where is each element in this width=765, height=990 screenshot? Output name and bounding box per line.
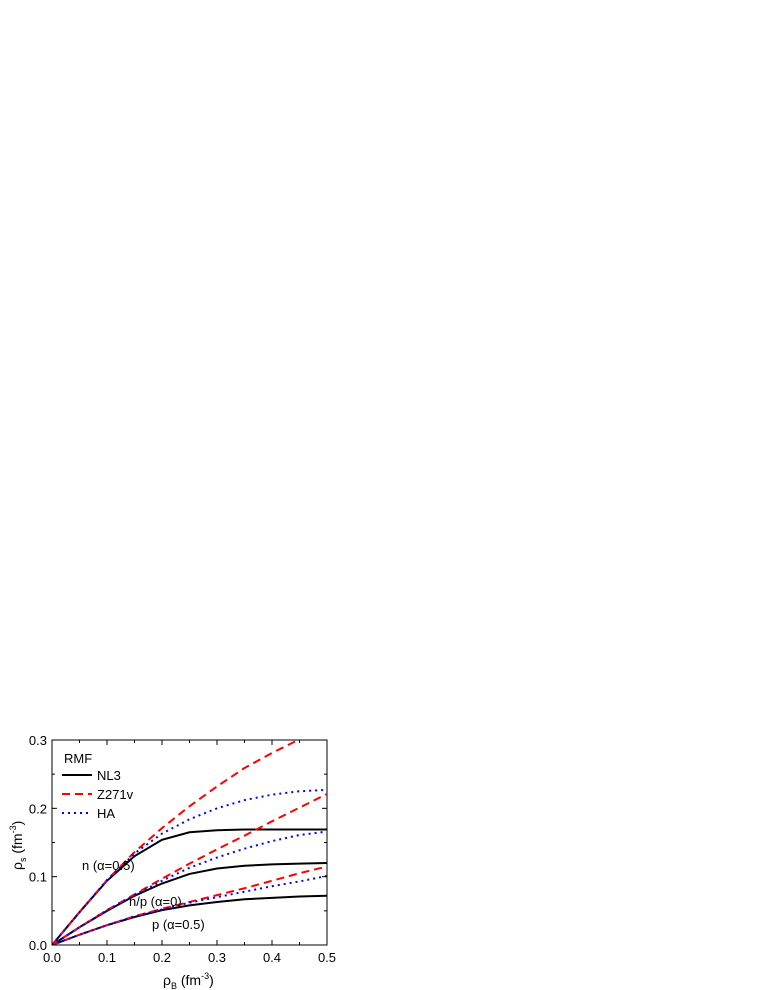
x-axis-exp: -3 [201, 971, 209, 981]
x-axis-close: ) [209, 972, 214, 988]
y-tick-label: 0.0 [29, 938, 47, 953]
x-tick-label: 0.2 [153, 950, 171, 965]
series-line-ha-n-0-5 [52, 788, 327, 945]
x-tick-label: 0.3 [208, 950, 226, 965]
x-tick-label: 0.1 [98, 950, 116, 965]
y-axis-exp: -3 [8, 825, 18, 833]
ticks-layer: 0.0 0.1 0.2 0.3 0.4 0.5 0.0 0.1 0.2 0.3 [29, 733, 336, 965]
series-line-ha-n-p-0 [52, 830, 327, 945]
x-axis-units: (fm [177, 972, 201, 988]
x-axis-title: ρB (fm-3) [163, 971, 214, 990]
y-tick-label: 0.1 [29, 870, 47, 885]
y-tick-label: 0.2 [29, 801, 47, 816]
series-line-ha-p-0-5 [52, 874, 327, 945]
plot-frame [51, 739, 328, 946]
y-tick-label: 0.3 [29, 733, 47, 748]
x-tick-label: 0.0 [43, 950, 61, 965]
annotation-n: n (α=0.5) [82, 858, 135, 873]
annotation-np: n/p (α=0) [129, 894, 182, 909]
x-tick-label: 0.4 [263, 950, 281, 965]
y-axis-title-group: ρs (fm-3) [8, 821, 28, 870]
y-axis-sub: s [18, 857, 28, 862]
y-axis-symbol: ρ [9, 862, 25, 870]
x-axis-symbol: ρ [163, 972, 171, 988]
x-axis-sub: B [171, 981, 177, 990]
annotation-p: p (α=0.5) [152, 917, 205, 932]
y-axis-close: ) [9, 821, 25, 826]
y-axis-units: (fm [9, 833, 25, 857]
x-tick-label: 0.5 [318, 950, 336, 965]
series-line-z271v-n-0-5 [52, 740, 301, 945]
legend-title: RMF [64, 751, 92, 766]
series-line-nl3-n-p-0 [52, 862, 327, 945]
y-axis-title: ρs (fm-3) [8, 821, 28, 870]
legend: RMF NL3 Z271v HA [62, 751, 134, 821]
legend-label-nl3: NL3 [97, 768, 121, 783]
legend-label-ha: HA [97, 806, 115, 821]
legend-label-z271v: Z271v [97, 787, 134, 802]
series-layer [52, 740, 327, 945]
